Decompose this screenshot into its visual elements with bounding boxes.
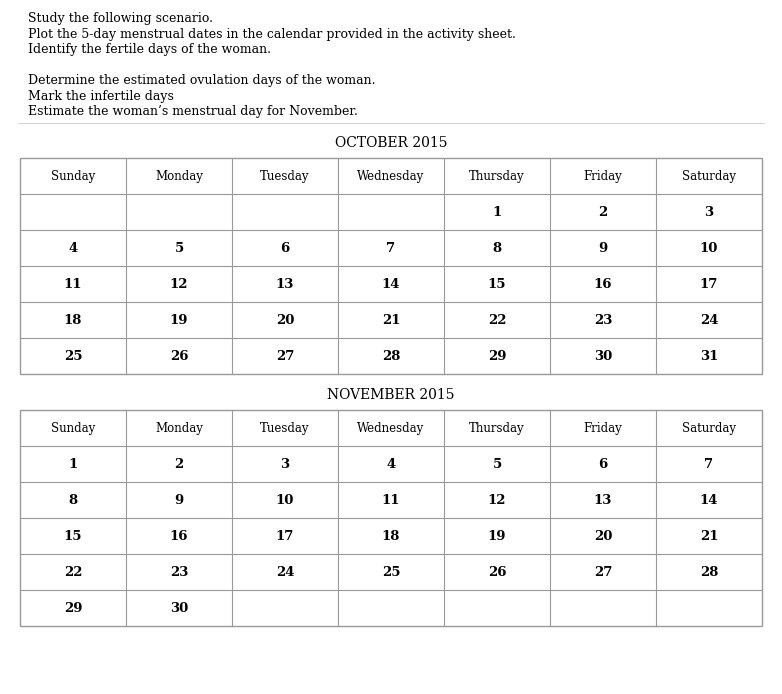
Text: 13: 13 — [594, 493, 612, 507]
Text: 1: 1 — [68, 457, 77, 471]
Text: 28: 28 — [700, 566, 718, 579]
Text: 18: 18 — [382, 530, 400, 543]
Text: 25: 25 — [64, 350, 82, 362]
Text: Plot the 5-day menstrual dates in the calendar provided in the activity sheet.: Plot the 5-day menstrual dates in the ca… — [28, 28, 516, 40]
Text: Wednesday: Wednesday — [357, 421, 425, 434]
Text: 27: 27 — [594, 566, 612, 579]
Text: Thursday: Thursday — [469, 169, 525, 183]
Text: Estimate the woman’s menstrual day for November.: Estimate the woman’s menstrual day for N… — [28, 105, 358, 118]
Text: 29: 29 — [64, 602, 82, 614]
Text: 30: 30 — [170, 602, 188, 614]
Text: OCTOBER 2015: OCTOBER 2015 — [335, 136, 447, 150]
Text: 7: 7 — [705, 457, 713, 471]
Text: 28: 28 — [382, 350, 400, 362]
Text: 2: 2 — [174, 457, 184, 471]
Text: Monday: Monday — [155, 169, 203, 183]
Text: 15: 15 — [488, 278, 506, 291]
Text: 25: 25 — [382, 566, 400, 579]
Text: 4: 4 — [386, 457, 396, 471]
Text: 19: 19 — [170, 314, 188, 326]
Text: Friday: Friday — [583, 169, 622, 183]
Text: 16: 16 — [170, 530, 188, 543]
Text: Thursday: Thursday — [469, 421, 525, 434]
Text: 27: 27 — [276, 350, 294, 362]
Text: Wednesday: Wednesday — [357, 169, 425, 183]
Text: 12: 12 — [488, 493, 506, 507]
Text: 19: 19 — [488, 530, 506, 543]
Text: Saturday: Saturday — [682, 169, 736, 183]
Text: 1: 1 — [493, 205, 501, 219]
Text: 12: 12 — [170, 278, 188, 291]
Text: 8: 8 — [69, 493, 77, 507]
Text: 20: 20 — [276, 314, 294, 326]
Text: 17: 17 — [700, 278, 718, 291]
Text: 14: 14 — [700, 493, 718, 507]
Text: 21: 21 — [382, 314, 400, 326]
Text: 6: 6 — [598, 457, 608, 471]
Text: 11: 11 — [64, 278, 82, 291]
Text: Tuesday: Tuesday — [260, 421, 310, 434]
Text: 10: 10 — [700, 242, 718, 255]
Text: 24: 24 — [276, 566, 294, 579]
Text: 2: 2 — [598, 205, 608, 219]
Text: 23: 23 — [594, 314, 612, 326]
Text: 20: 20 — [594, 530, 612, 543]
Text: 14: 14 — [382, 278, 400, 291]
Text: Tuesday: Tuesday — [260, 169, 310, 183]
Text: 31: 31 — [700, 350, 718, 362]
Text: Sunday: Sunday — [51, 421, 95, 434]
Text: 21: 21 — [700, 530, 718, 543]
Text: 30: 30 — [594, 350, 612, 362]
Text: 5: 5 — [493, 457, 501, 471]
Text: 9: 9 — [598, 242, 608, 255]
Text: 4: 4 — [68, 242, 77, 255]
Text: Friday: Friday — [583, 421, 622, 434]
Text: 3: 3 — [281, 457, 289, 471]
Text: 15: 15 — [64, 530, 82, 543]
Text: Sunday: Sunday — [51, 169, 95, 183]
Text: 29: 29 — [488, 350, 506, 362]
Text: 24: 24 — [700, 314, 718, 326]
Text: 9: 9 — [174, 493, 184, 507]
Text: 10: 10 — [276, 493, 294, 507]
Text: 22: 22 — [64, 566, 82, 579]
Text: Determine the estimated ovulation days of the woman.: Determine the estimated ovulation days o… — [28, 74, 375, 87]
Text: 26: 26 — [488, 566, 506, 579]
Text: Monday: Monday — [155, 421, 203, 434]
Bar — [20, 410, 762, 626]
Text: 5: 5 — [174, 242, 184, 255]
Bar — [20, 158, 762, 374]
Text: 18: 18 — [64, 314, 82, 326]
Text: 13: 13 — [276, 278, 294, 291]
Text: Saturday: Saturday — [682, 421, 736, 434]
Text: 6: 6 — [281, 242, 289, 255]
Text: 3: 3 — [705, 205, 713, 219]
Text: 23: 23 — [170, 566, 188, 579]
Text: 8: 8 — [493, 242, 501, 255]
Text: 11: 11 — [382, 493, 400, 507]
Text: 7: 7 — [386, 242, 396, 255]
Text: 22: 22 — [488, 314, 506, 326]
Text: Identify the fertile days of the woman.: Identify the fertile days of the woman. — [28, 43, 271, 56]
Text: 26: 26 — [170, 350, 188, 362]
Text: NOVEMBER 2015: NOVEMBER 2015 — [327, 388, 455, 402]
Text: 17: 17 — [276, 530, 294, 543]
Text: 16: 16 — [594, 278, 612, 291]
Text: Study the following scenario.: Study the following scenario. — [28, 12, 213, 25]
Text: Mark the infertile days: Mark the infertile days — [28, 90, 174, 103]
